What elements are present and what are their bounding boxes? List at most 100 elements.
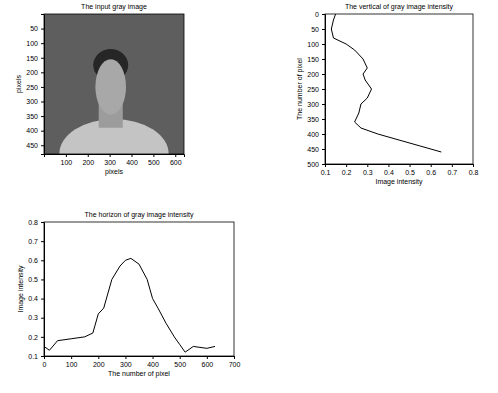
tick-mark [431, 164, 432, 167]
tick-label: 300 [307, 101, 319, 108]
tick: 250 [307, 86, 325, 93]
tick-mark [41, 102, 44, 103]
y-axis-title: Image intensity [17, 265, 25, 313]
tick: 100 [26, 40, 44, 47]
title: The horizon of gray image intensity [85, 211, 194, 219]
axis-line [322, 15, 326, 165]
tick-mark [322, 89, 325, 90]
tick-label: 0.3 [28, 314, 38, 321]
tick: 0.1 [28, 353, 44, 360]
tick: 150 [307, 56, 325, 63]
tick-label: 0.1 [321, 169, 331, 176]
tick: 200 [82, 154, 94, 166]
panel: 1002003004005006005010015020025030035040… [15, 3, 184, 189]
axis-line [45, 155, 185, 158]
tick: 450 [307, 146, 325, 153]
tick-label: 400 [126, 159, 138, 166]
y-axis-title: The number of pixel [296, 58, 304, 120]
tick-label: 0.2 [28, 334, 38, 341]
tick: 500 [148, 154, 160, 166]
tick: 200 [26, 69, 44, 76]
tick-mark [71, 356, 72, 359]
tick: 400 [307, 131, 325, 138]
tick-mark [110, 154, 111, 157]
tick: 50 [30, 25, 44, 32]
tick-label: 100 [61, 159, 73, 166]
tick: 0.7 [447, 164, 457, 176]
tick-mark [153, 154, 154, 157]
tick-label: 450 [26, 142, 38, 149]
tick: 300 [307, 101, 325, 108]
tick-mark [153, 356, 154, 359]
tick-mark [41, 58, 44, 59]
tick: 0.4 [384, 164, 394, 176]
tick-label: 350 [26, 113, 38, 120]
axis-line [41, 15, 45, 155]
tick-mark [410, 164, 411, 167]
tick-label: 50 [311, 26, 319, 33]
x-axis: 100 200 300 400 500 600 [45, 154, 185, 166]
tick-mark [322, 134, 325, 135]
title: The vertical of gray image intensity [345, 3, 454, 11]
frame [325, 14, 473, 164]
plot-area [331, 14, 441, 152]
tick-label: 0.8 [469, 169, 479, 176]
tick-label: 350 [307, 116, 319, 123]
tick: 200 [93, 356, 105, 368]
axis-line [326, 165, 474, 168]
tick-mark [452, 164, 453, 167]
frame [44, 14, 184, 154]
tick-mark [322, 104, 325, 105]
tick-mark [388, 164, 389, 167]
tick-mark [41, 299, 44, 300]
tick-mark [88, 154, 89, 157]
tick: 500 [307, 161, 325, 168]
x-axis-title: pixels [105, 168, 123, 176]
tick-mark [175, 154, 176, 157]
tick-label: 400 [26, 127, 38, 134]
tick-mark [41, 116, 44, 117]
tick-mark [322, 119, 325, 120]
tick-mark [41, 356, 44, 357]
figure: 1002003004005006005010015020025030035040… [0, 0, 498, 393]
tick-mark [322, 149, 325, 150]
tick: 400 [26, 127, 44, 134]
tick-mark [207, 356, 208, 359]
tick: 150 [26, 54, 44, 61]
tick-label: 200 [82, 159, 94, 166]
tick: 300 [26, 98, 44, 105]
tick-mark [41, 337, 44, 338]
line [331, 14, 441, 152]
tick-mark [41, 145, 44, 146]
tick: 350 [26, 113, 44, 120]
tick-mark [66, 154, 67, 157]
tick: 600 [170, 154, 182, 166]
axis-line [45, 357, 235, 360]
photo [44, 14, 184, 154]
tick-label: 0.4 [384, 169, 394, 176]
tick: 0.2 [342, 164, 352, 176]
tick-label: 250 [307, 86, 319, 93]
tick-label: 0 [315, 11, 319, 18]
tick-mark [234, 356, 235, 359]
tick-label: 0.4 [28, 295, 38, 302]
tick: 0 [315, 11, 325, 18]
tick-mark [41, 222, 44, 223]
tick: 400 [126, 154, 138, 166]
tick: 500 [174, 356, 186, 368]
tick: 100 [66, 356, 78, 368]
title: The input gray image [81, 3, 147, 11]
tick: 0 [43, 356, 47, 368]
tick-mark [41, 72, 44, 73]
tick-label: 0.7 [28, 238, 38, 245]
tick: 100 [61, 154, 73, 166]
tick: 0.6 [426, 164, 436, 176]
panel: 0.10.20.30.40.50.60.70.80501001502002503… [296, 3, 478, 186]
tick: 450 [26, 142, 44, 149]
tick-mark [41, 279, 44, 280]
tick-label: 200 [26, 69, 38, 76]
tick-label: 450 [307, 146, 319, 153]
tick: 300 [104, 154, 116, 166]
tick-label: 300 [120, 361, 132, 368]
tick-label: 100 [307, 41, 319, 48]
